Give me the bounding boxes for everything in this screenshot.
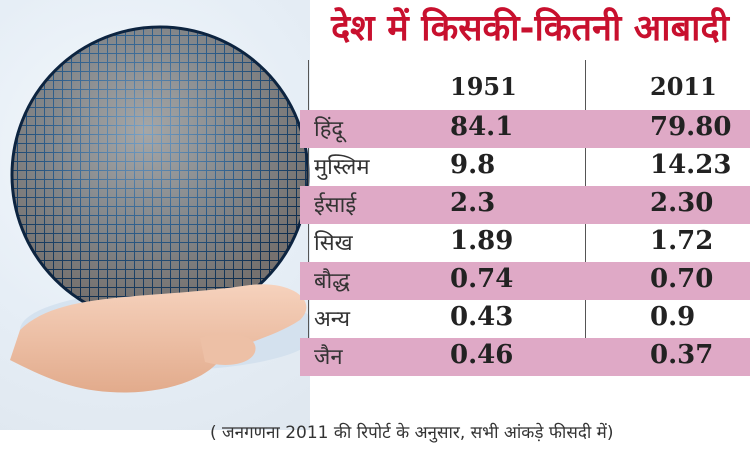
cell-value: 0.74 <box>450 264 514 294</box>
cell-value: 1.89 <box>450 226 514 256</box>
table-row: ईसाई 2.3 2.30 <box>300 186 750 224</box>
row-label: मुस्लिम <box>314 155 370 180</box>
population-table: 1951 2011 हिंदू 84.1 79.80 मुस्लिम 9.8 1… <box>300 60 750 376</box>
cell-value: 2.30 <box>650 188 714 218</box>
table-row: अन्य 0.43 0.9 <box>300 300 750 338</box>
table-header: 1951 2011 <box>300 60 750 110</box>
row-label: जैन <box>314 345 343 370</box>
cell-value: 1.72 <box>650 226 714 256</box>
cell-value: 84.1 <box>450 112 514 142</box>
cell-value: 0.9 <box>650 302 696 332</box>
cell-value: 9.8 <box>450 150 496 180</box>
column-header-2011: 2011 <box>650 72 717 101</box>
table-row: बौद्ध 0.74 0.70 <box>300 262 750 300</box>
row-label: हिंदू <box>314 117 344 142</box>
cell-value: 0.46 <box>450 340 514 370</box>
cell-value: 14.23 <box>650 150 732 180</box>
column-header-1951: 1951 <box>450 72 517 101</box>
table-row: मुस्लिम 9.8 14.23 <box>300 148 750 186</box>
cell-value: 79.80 <box>650 112 732 142</box>
cell-value: 2.3 <box>450 188 496 218</box>
cell-value: 0.70 <box>650 264 714 294</box>
table-row: सिख 1.89 1.72 <box>300 224 750 262</box>
cell-value: 0.43 <box>450 302 514 332</box>
table-row: हिंदू 84.1 79.80 <box>300 110 750 148</box>
page-title: देश में किसकी-कितनी आबादी <box>331 8 729 49</box>
row-label: बौद्ध <box>314 269 350 294</box>
row-label: सिख <box>314 231 353 256</box>
globe-in-hands-illustration <box>0 0 320 430</box>
row-label: अन्य <box>314 307 351 332</box>
source-note: ( जनगणना 2011 की रिपोर्ट के अनुसार, सभी … <box>210 423 614 443</box>
row-label: ईसाई <box>314 193 357 218</box>
table-row: जैन 0.46 0.37 <box>300 338 750 376</box>
cell-value: 0.37 <box>650 340 714 370</box>
